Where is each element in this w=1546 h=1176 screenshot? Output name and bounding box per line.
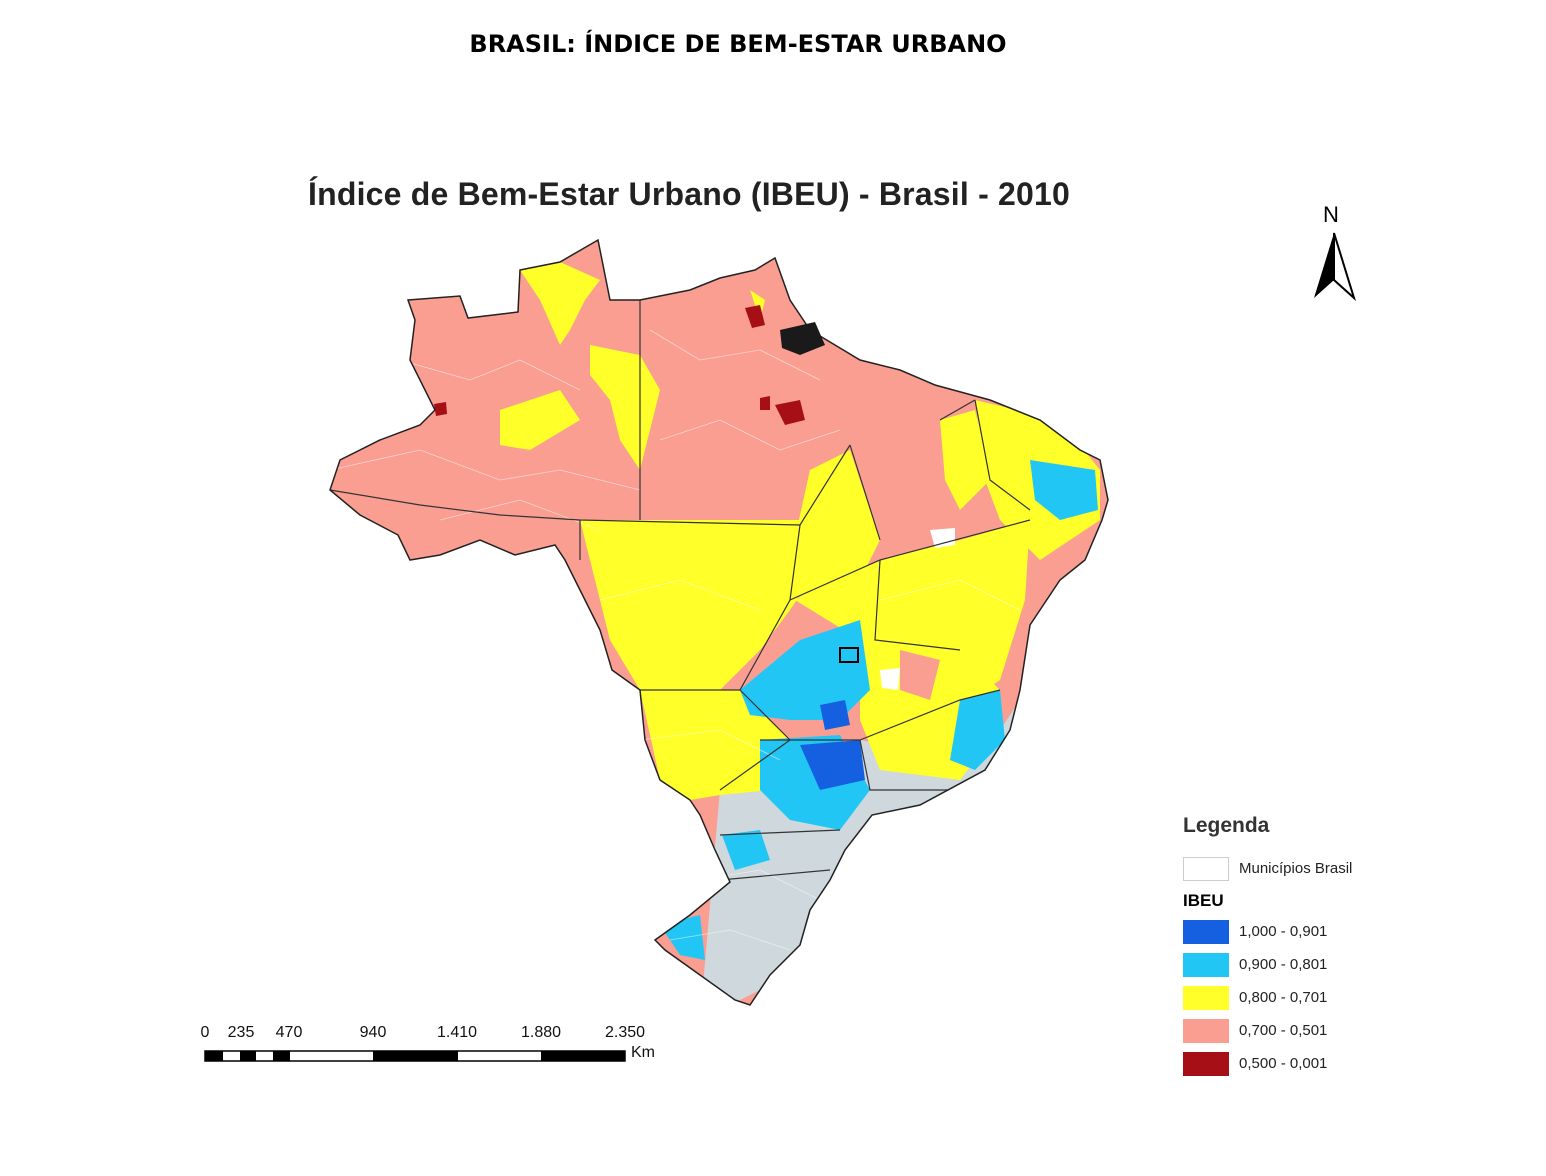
region-dark-blue-1: [800, 740, 865, 790]
north-arrow-icon: [1314, 232, 1357, 302]
region-amazon-patch-2: [500, 390, 580, 450]
legend-class-label: 0,700 - 0,501: [1239, 1022, 1328, 1039]
region-espirito-santo: [950, 690, 1005, 770]
scale-bar-graphic: [204, 1050, 626, 1062]
scale-tick-label: 0: [200, 1024, 210, 1041]
region-dark-red-2: [745, 305, 765, 328]
region-tocantins: [790, 450, 880, 600]
scale-tick-label: 1.410: [436, 1024, 478, 1041]
region-parana: [722, 830, 770, 870]
scale-unit: Km: [631, 1044, 655, 1061]
scale-bar: Km 0 235 470 940 1.410 1.880 2.350: [198, 1024, 668, 1074]
scale-tick-label: 1.880: [520, 1024, 562, 1041]
legend-swatch: [1183, 1051, 1229, 1076]
legend-swatch: [1183, 1018, 1229, 1043]
legend-label-municipios: Municípios Brasil: [1239, 860, 1353, 877]
legend-swatch: [1183, 952, 1229, 977]
region-dark-red-1: [434, 402, 447, 416]
region-maranhao: [875, 420, 940, 520]
legend-row-class: 1,000 - 0,901: [1183, 915, 1443, 948]
region-dark-red-3: [775, 400, 805, 425]
legend-class-label: 0,800 - 0,701: [1239, 989, 1328, 1006]
legend-row-municipios: Municípios Brasil: [1183, 852, 1443, 885]
region-piaui-east: [940, 410, 990, 510]
region-amazon-patch-1: [590, 345, 660, 470]
legend-swatch: [1183, 985, 1229, 1010]
scale-tick-label: 2.350: [604, 1024, 646, 1041]
scale-tick-label: 235: [227, 1024, 255, 1041]
legend-swatch-municipios: [1183, 856, 1229, 881]
legend-row-class: 0,700 - 0,501: [1183, 1014, 1443, 1047]
page-heading: BRASIL: ÍNDICE DE BEM-ESTAR URBANO: [469, 30, 1007, 58]
legend-row-class: 0,500 - 0,001: [1183, 1047, 1443, 1080]
state-boundaries: [330, 300, 1031, 881]
legend-class-label: 1,000 - 0,901: [1239, 923, 1328, 940]
legend-row-class: 0,900 - 0,801: [1183, 948, 1443, 981]
region-dark-red-4: [760, 396, 770, 410]
legend: Legenda Municípios Brasil IBEU 1,000 - 0…: [1183, 814, 1443, 1080]
legend-class-label: 0,900 - 0,801: [1239, 956, 1328, 973]
legend-title: Legenda: [1183, 814, 1270, 837]
legend-classes: 1,000 - 0,901 0,900 - 0,801 0,800 - 0,701 0…: [1183, 915, 1443, 1080]
legend-swatch: [1183, 919, 1229, 944]
region-dark-blue-2: [820, 700, 850, 730]
region-mato-grosso-sul: [640, 690, 790, 800]
legend-index-label: IBEU: [1183, 891, 1224, 910]
region-goias: [740, 620, 870, 720]
federal-district: [839, 647, 859, 663]
municipality-boundaries: [330, 329, 1021, 951]
marajo-island: [780, 322, 825, 355]
map-title: Índice de Bem-Estar Urbano (IBEU) - Bras…: [308, 176, 1071, 212]
region-pink-minas: [900, 650, 940, 700]
legend-row-class: 0,800 - 0,701: [1183, 981, 1443, 1014]
region-mato-grosso: [580, 520, 810, 690]
region-ne-blue: [1030, 460, 1098, 520]
region-bahia: [795, 520, 1030, 700]
legend-class-label: 0,500 - 0,001: [1239, 1055, 1328, 1072]
north-label: N: [1323, 202, 1339, 227]
scale-tick-label: 940: [359, 1024, 387, 1041]
region-white-1: [930, 528, 955, 548]
region-white-2: [880, 668, 900, 690]
region-roraima-patch: [520, 262, 600, 345]
scale-tick-label: 470: [275, 1024, 303, 1041]
